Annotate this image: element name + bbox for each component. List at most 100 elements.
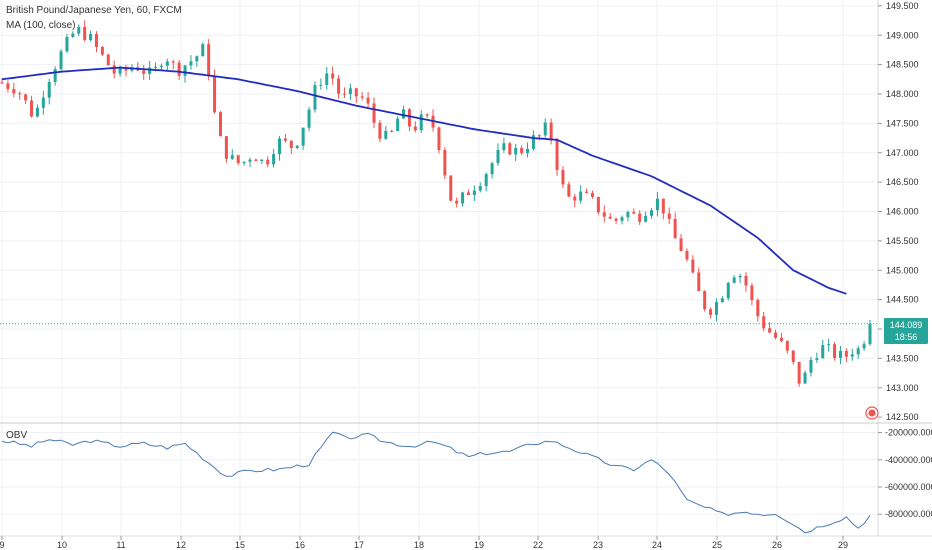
candle[interactable] xyxy=(331,66,335,85)
candle[interactable] xyxy=(596,196,600,215)
candle[interactable] xyxy=(720,295,724,303)
candle[interactable] xyxy=(407,107,411,132)
candle[interactable] xyxy=(384,126,388,140)
candle[interactable] xyxy=(390,129,394,133)
candle[interactable] xyxy=(419,110,423,134)
candle[interactable] xyxy=(159,63,163,70)
candle[interactable] xyxy=(573,193,577,208)
candle[interactable] xyxy=(785,340,789,354)
candle[interactable] xyxy=(35,104,39,118)
candle[interactable] xyxy=(295,145,299,150)
candle[interactable] xyxy=(797,361,801,387)
candle[interactable] xyxy=(738,273,742,284)
candle[interactable] xyxy=(868,320,872,346)
candle[interactable] xyxy=(496,143,500,166)
candle[interactable] xyxy=(413,121,417,133)
candle[interactable] xyxy=(236,154,240,166)
candle[interactable] xyxy=(18,91,22,100)
candle[interactable] xyxy=(230,149,234,160)
candle[interactable] xyxy=(862,340,866,351)
candle[interactable] xyxy=(768,322,772,334)
candle[interactable] xyxy=(655,191,659,217)
candle[interactable] xyxy=(774,329,778,340)
candle[interactable] xyxy=(254,158,258,162)
candle[interactable] xyxy=(667,207,671,225)
candle[interactable] xyxy=(567,181,571,198)
candle[interactable] xyxy=(449,175,453,202)
candle[interactable] xyxy=(301,127,305,150)
candle[interactable] xyxy=(703,290,707,312)
candle[interactable] xyxy=(106,53,110,66)
candle[interactable] xyxy=(697,267,701,292)
candle[interactable] xyxy=(77,24,81,37)
obv-axis[interactable]: -200000.0000 -400000.0000 -600000.0000 -800… xyxy=(878,428,932,520)
candle[interactable] xyxy=(632,208,636,215)
candle[interactable] xyxy=(726,281,730,301)
candle[interactable] xyxy=(372,97,376,128)
candle[interactable] xyxy=(207,39,211,81)
candle[interactable] xyxy=(313,81,317,113)
candle[interactable] xyxy=(620,215,624,225)
candle[interactable] xyxy=(585,188,589,194)
candle[interactable] xyxy=(224,135,228,163)
candle[interactable] xyxy=(289,140,293,155)
candle[interactable] xyxy=(466,189,470,196)
candle[interactable] xyxy=(526,142,530,158)
candle[interactable] xyxy=(732,275,736,284)
candle[interactable] xyxy=(41,91,45,115)
candle[interactable] xyxy=(472,185,476,202)
candle[interactable] xyxy=(24,93,28,105)
candle[interactable] xyxy=(531,130,535,151)
candle[interactable] xyxy=(803,370,807,384)
candlestick-series[interactable] xyxy=(0,20,872,387)
candle[interactable] xyxy=(283,133,287,143)
candle[interactable] xyxy=(750,283,754,306)
candle[interactable] xyxy=(608,212,612,220)
candle[interactable] xyxy=(100,45,104,57)
candle[interactable] xyxy=(827,338,831,352)
candle[interactable] xyxy=(360,91,364,101)
candle[interactable] xyxy=(248,157,252,168)
candle[interactable] xyxy=(112,60,116,79)
candle[interactable] xyxy=(272,148,276,168)
candle[interactable] xyxy=(490,161,494,179)
candle[interactable] xyxy=(685,248,689,262)
candle[interactable] xyxy=(756,298,760,322)
candle[interactable] xyxy=(815,352,819,363)
time-axis[interactable]: 9 10 11 12 15 16 17 18 19 22 23 24 25 26 29 xyxy=(0,536,848,550)
candle[interactable] xyxy=(638,210,642,226)
candle[interactable] xyxy=(844,348,848,363)
candle[interactable] xyxy=(809,356,813,377)
candle[interactable] xyxy=(856,345,860,359)
candle[interactable] xyxy=(65,33,69,53)
candle[interactable] xyxy=(709,307,713,319)
candle[interactable] xyxy=(94,31,98,53)
candle[interactable] xyxy=(455,197,459,208)
candle[interactable] xyxy=(59,49,63,71)
candle[interactable] xyxy=(89,30,93,42)
candle[interactable] xyxy=(779,332,783,343)
candle[interactable] xyxy=(478,182,482,193)
candle[interactable] xyxy=(602,205,606,223)
candle[interactable] xyxy=(838,346,842,365)
alert-clock-icon[interactable] xyxy=(865,406,879,420)
candle[interactable] xyxy=(124,64,128,77)
candle[interactable] xyxy=(561,166,565,189)
candle[interactable] xyxy=(218,111,222,137)
candle[interactable] xyxy=(714,298,718,322)
candle[interactable] xyxy=(484,172,488,192)
candle[interactable] xyxy=(165,58,169,71)
candle[interactable] xyxy=(555,137,559,176)
candle[interactable] xyxy=(520,145,524,156)
candle[interactable] xyxy=(508,141,512,156)
candle[interactable] xyxy=(502,137,506,153)
candle[interactable] xyxy=(691,255,695,274)
candle[interactable] xyxy=(83,20,87,42)
candle[interactable] xyxy=(183,64,187,83)
candle[interactable] xyxy=(850,348,854,361)
candle[interactable] xyxy=(673,212,677,239)
candle[interactable] xyxy=(378,120,382,143)
candle[interactable] xyxy=(307,106,311,132)
candle[interactable] xyxy=(543,118,547,138)
